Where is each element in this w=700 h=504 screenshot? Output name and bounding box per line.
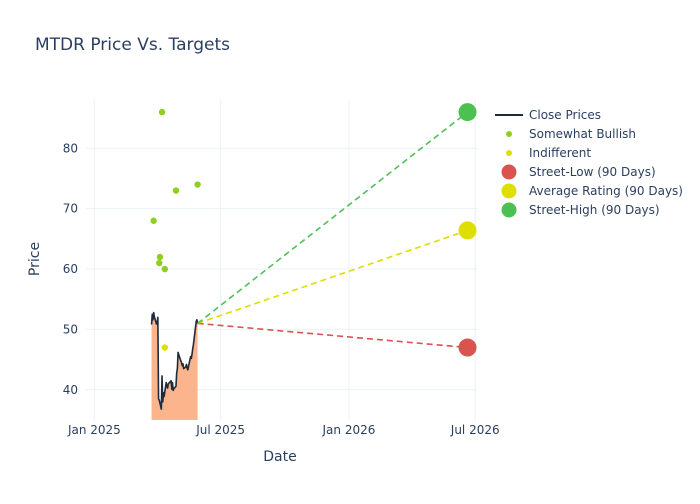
legend-dot-swatch [501,202,517,218]
legend-label: Indifferent [529,146,591,160]
x-tick-label: Jan 2026 [322,423,376,437]
target-marker [458,221,477,240]
x-tick-label: Jul 2026 [450,423,500,437]
rating-point [156,259,163,267]
close-price-area [151,312,198,420]
y-tick-label: 40 [63,383,78,397]
grid-layer [86,100,478,420]
legend-label: Street-High (90 Days) [529,203,660,217]
y-tick-label: 80 [63,141,78,155]
legend-dot-swatch [506,131,512,137]
chart-title: MTDR Price Vs. Targets [35,35,230,55]
axis-layer: 40 50 60 70 80 Jan 2025 Jul 2025 Jan 2026 Jul 20… [63,141,500,437]
y-tick-label: 70 [63,202,78,216]
x-axis-title: Date [263,449,296,465]
line-layer [150,311,199,410]
projection-layer [197,111,469,349]
marker-layer [150,103,477,357]
legend-dot-swatch [501,164,517,180]
close-price-line [150,311,199,410]
rating-point [150,217,157,224]
target-projection-line [197,111,469,325]
rating-point [156,253,164,261]
x-tick-label: Jul 2025 [195,423,245,437]
legend-dot-swatch [501,183,517,199]
target-projection-line [197,229,468,325]
legend-label: Close Prices [529,108,601,122]
legend-label: Average Rating (90 Days) [529,184,683,198]
x-tick-label: Jan 2025 [67,423,121,437]
legend-label: Somewhat Bullish [529,127,636,141]
area-layer [151,312,198,420]
y-tick-label: 50 [63,322,78,336]
target-marker [458,103,477,122]
rating-point [172,187,180,194]
rating-point [161,265,169,273]
y-axis-title: Price [27,242,43,276]
target-projection-line [197,322,468,349]
target-marker [458,338,477,357]
legend-dot-swatch [506,150,512,156]
legend-label: Street-Low (90 Days) [529,165,656,179]
legend[interactable]: Close Prices Somewhat Bullish Indifferent S… [495,108,683,218]
rating-point [161,344,169,351]
rating-point [158,108,166,116]
rating-point [194,181,201,188]
y-tick-label: 60 [63,262,78,276]
